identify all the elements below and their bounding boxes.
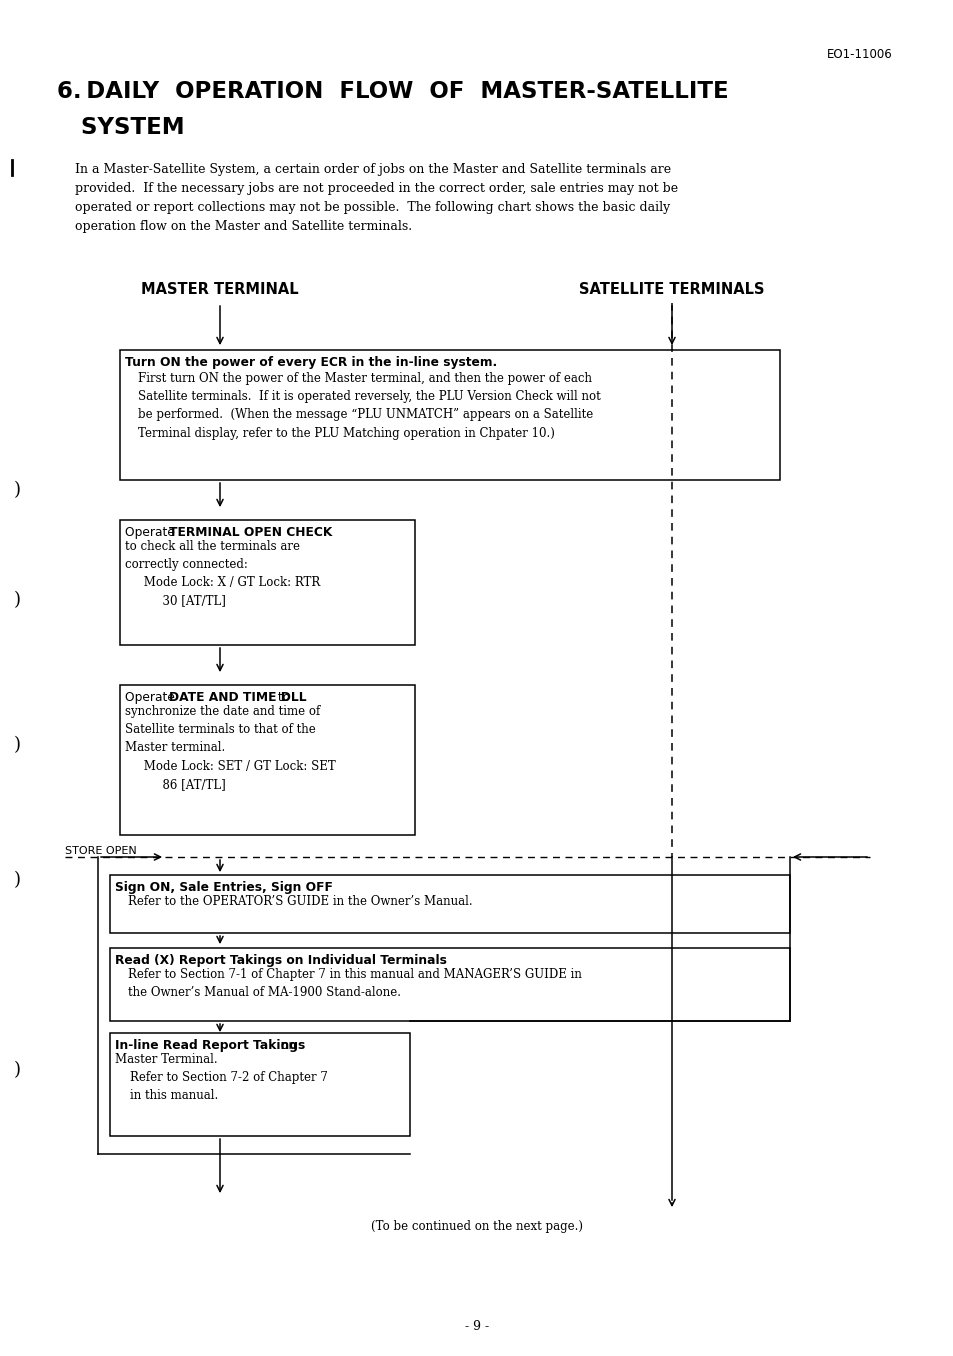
Text: DATE AND TIME DLL: DATE AND TIME DLL	[169, 692, 306, 704]
Bar	[110, 1033, 410, 1136]
Text: EO1-11006: EO1-11006	[826, 47, 892, 61]
Text: MASTER TERMINAL: MASTER TERMINAL	[141, 282, 298, 297]
Text: Master Terminal.
    Refer to Section 7-2 of Chapter 7
    in this manual.: Master Terminal. Refer to Section 7-2 of…	[115, 1054, 328, 1102]
Text: Read (X) Report Takings on Individual Terminals: Read (X) Report Takings on Individual Te…	[115, 955, 446, 967]
Text: In a Master-Satellite System, a certain order of jobs on the Master and Satellit: In a Master-Satellite System, a certain …	[75, 163, 678, 233]
Text: SYSTEM: SYSTEM	[57, 117, 185, 140]
Text: Sign ON, Sale Entries, Sign OFF: Sign ON, Sale Entries, Sign OFF	[115, 881, 333, 894]
Text: 6. DAILY  OPERATION  FLOW  OF  MASTER-SATELLITE: 6. DAILY OPERATION FLOW OF MASTER-SATELL…	[57, 80, 728, 103]
Bar	[120, 685, 415, 835]
Text: ): )	[14, 736, 21, 754]
Text: - 9 -: - 9 -	[464, 1319, 489, 1333]
Bar	[110, 875, 789, 933]
Bar	[110, 948, 789, 1021]
Text: TERMINAL OPEN CHECK: TERMINAL OPEN CHECK	[169, 526, 332, 538]
Text: to check all the terminals are
correctly connected:
     Mode Lock: X / GT Lock:: to check all the terminals are correctly…	[125, 540, 320, 607]
Text: ): )	[14, 1060, 21, 1079]
Text: SATELLITE TERMINALS: SATELLITE TERMINALS	[578, 282, 764, 297]
Text: (To be continued on the next page.): (To be continued on the next page.)	[371, 1220, 582, 1233]
Bar	[120, 350, 780, 480]
Text: STORE OPEN: STORE OPEN	[65, 846, 136, 856]
Text: In-line Read Report Takings: In-line Read Report Takings	[115, 1039, 305, 1052]
Text: on: on	[276, 1039, 295, 1052]
Text: Operate: Operate	[125, 526, 178, 538]
Bar	[120, 519, 415, 645]
Text: Refer to Section 7-1 of Chapter 7 in this manual and MANAGER’S GUIDE in
the Owne: Refer to Section 7-1 of Chapter 7 in thi…	[128, 968, 581, 999]
Text: to: to	[274, 692, 290, 704]
Text: ): )	[14, 871, 21, 890]
Text: First turn ON the power of the Master terminal, and then the power of each
Satel: First turn ON the power of the Master te…	[138, 372, 600, 439]
Text: ): )	[14, 481, 21, 499]
Text: Turn ON the power of every ECR in the in-line system.: Turn ON the power of every ECR in the in…	[125, 357, 497, 369]
Text: synchronize the date and time of
Satellite terminals to that of the
Master termi: synchronize the date and time of Satelli…	[125, 705, 335, 791]
Text: ): )	[14, 591, 21, 609]
Text: Refer to the OPERATOR’S GUIDE in the Owner’s Manual.: Refer to the OPERATOR’S GUIDE in the Own…	[128, 895, 472, 909]
Text: Operate: Operate	[125, 692, 178, 704]
